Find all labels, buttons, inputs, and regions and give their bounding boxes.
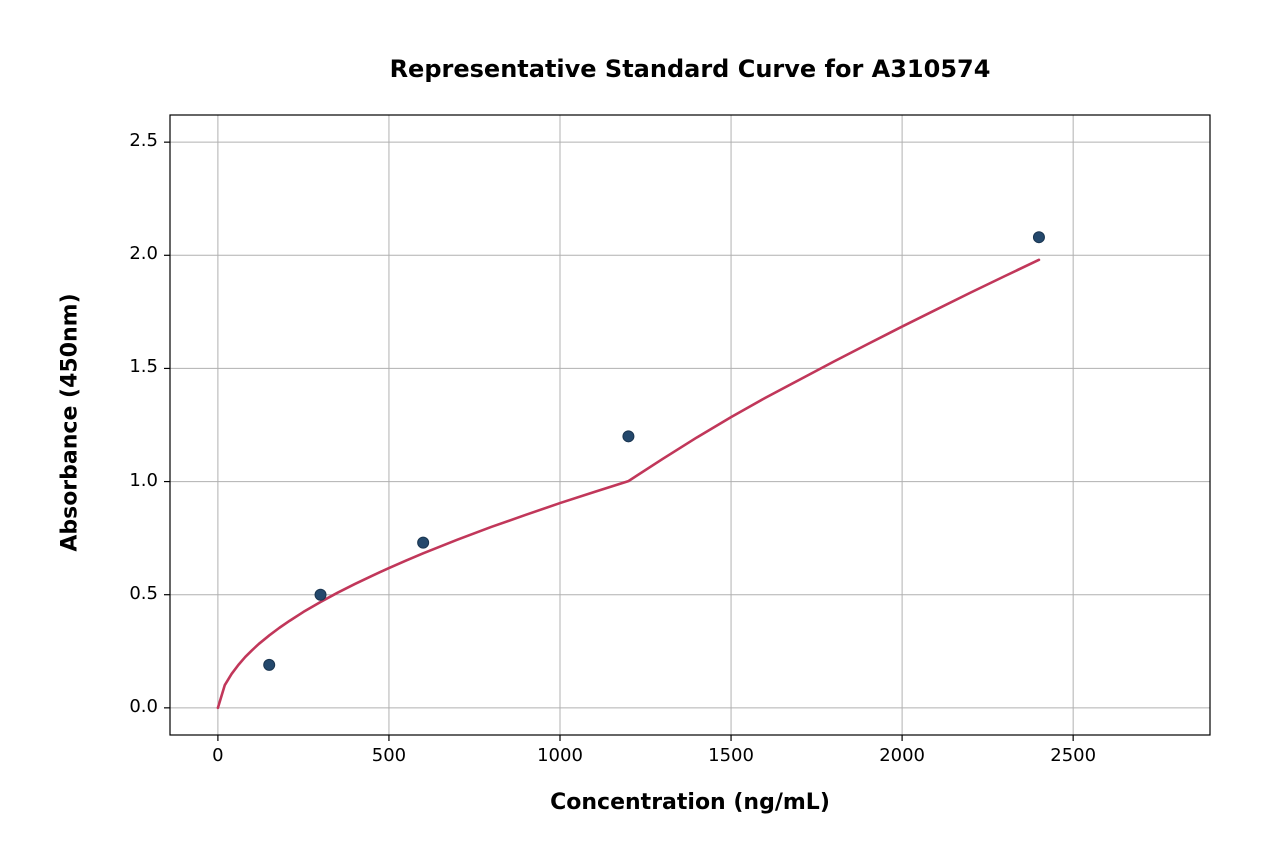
y-tick-label: 0.0 [100, 696, 158, 717]
y-tick-label: 1.5 [100, 356, 158, 377]
x-tick-label: 500 [349, 745, 429, 766]
y-axis-label: Absorbance (450nm) [58, 113, 83, 733]
data-point [418, 537, 429, 548]
x-tick-label: 0 [178, 745, 258, 766]
y-tick-label: 2.0 [100, 243, 158, 264]
y-tick-label: 0.5 [100, 583, 158, 604]
chart-svg [0, 0, 1280, 845]
y-tick-label: 1.0 [100, 470, 158, 491]
x-tick-label: 1000 [520, 745, 600, 766]
data-point [1033, 232, 1044, 243]
standard-curve-line [218, 260, 1039, 708]
data-point [623, 431, 634, 442]
data-point [264, 659, 275, 670]
x-tick-label: 2000 [862, 745, 942, 766]
chart-container: Representative Standard Curve for A31057… [0, 0, 1280, 845]
data-point [315, 589, 326, 600]
y-tick-label: 2.5 [100, 130, 158, 151]
x-tick-label: 1500 [691, 745, 771, 766]
plot-border [170, 115, 1210, 735]
x-tick-label: 2500 [1033, 745, 1113, 766]
x-axis-label: Concentration (ng/mL) [170, 790, 1210, 815]
